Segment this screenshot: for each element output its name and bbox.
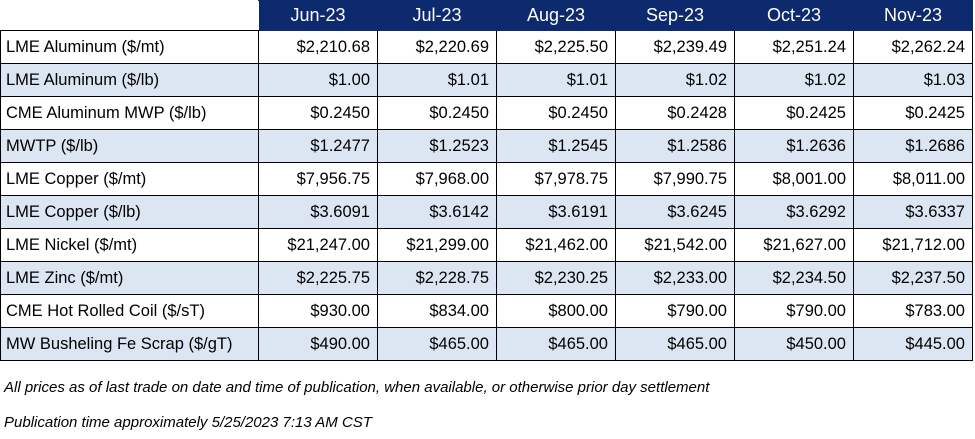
- table-row: CME Aluminum MWP ($/lb) $0.2450 $0.2450 $0.…: [0, 96, 973, 130]
- price-cell: $2,225.50: [496, 30, 616, 64]
- price-cell: $445.00: [853, 327, 973, 361]
- price-cell: $1.2523: [377, 129, 497, 163]
- price-cell: $834.00: [377, 294, 497, 328]
- price-cell: $21,247.00: [258, 228, 378, 262]
- price-cell: $7,968.00: [377, 162, 497, 196]
- price-cell: $930.00: [258, 294, 378, 328]
- column-header: Aug-23: [496, 0, 616, 31]
- price-cell: $7,990.75: [615, 162, 735, 196]
- price-cell: $21,542.00: [615, 228, 735, 262]
- row-label: LME Copper ($/mt): [0, 162, 259, 196]
- column-header: Oct-23: [734, 0, 854, 31]
- price-cell: $2,262.24: [853, 30, 973, 64]
- footnote-pricing-basis: All prices as of last trade on date and …: [4, 379, 710, 396]
- price-cell: $465.00: [496, 327, 616, 361]
- row-label: MW Busheling Fe Scrap ($/gT): [0, 327, 259, 361]
- price-cell: $7,956.75: [258, 162, 378, 196]
- price-cell: $783.00: [853, 294, 973, 328]
- price-cell: $0.2450: [377, 96, 497, 130]
- price-cell: $2,228.75: [377, 261, 497, 295]
- price-cell: $21,299.00: [377, 228, 497, 262]
- price-cell: $450.00: [734, 327, 854, 361]
- table-row: LME Copper ($/lb) $3.6091 $3.6142 $3.6191 $3…: [0, 195, 973, 229]
- table-row: MWTP ($/lb) $1.2477 $1.2523 $1.2545 $1.2586 $…: [0, 129, 973, 163]
- price-cell: $465.00: [377, 327, 497, 361]
- price-cell: $21,627.00: [734, 228, 854, 262]
- price-cell: $2,230.25: [496, 261, 616, 295]
- price-cell: $0.2450: [496, 96, 616, 130]
- column-header: Jul-23: [377, 0, 497, 31]
- price-cell: $7,978.75: [496, 162, 616, 196]
- price-cell: $3.6245: [615, 195, 735, 229]
- price-cell: $1.2636: [734, 129, 854, 163]
- price-cell: $1.01: [377, 63, 497, 97]
- price-cell: $790.00: [734, 294, 854, 328]
- header-blank-cell: [0, 0, 259, 31]
- price-cell: $1.2477: [258, 129, 378, 163]
- price-cell: $0.2425: [734, 96, 854, 130]
- price-cell: $3.6292: [734, 195, 854, 229]
- price-cell: $490.00: [258, 327, 378, 361]
- row-label: CME Hot Rolled Coil ($/sT): [0, 294, 259, 328]
- metal-prices-table: Jun-23 Jul-23 Aug-23 Sep-23 Oct-23 Nov-2…: [0, 0, 973, 361]
- price-cell: $800.00: [496, 294, 616, 328]
- price-cell: $3.6337: [853, 195, 973, 229]
- table-row: MW Busheling Fe Scrap ($/gT) $490.00 $465.…: [0, 327, 973, 361]
- table-row: CME Hot Rolled Coil ($/sT) $930.00 $834.00…: [0, 294, 973, 328]
- price-cell: $0.2428: [615, 96, 735, 130]
- row-label: LME Aluminum ($/mt): [0, 30, 259, 64]
- price-cell: $21,712.00: [853, 228, 973, 262]
- table-header-row: Jun-23 Jul-23 Aug-23 Sep-23 Oct-23 Nov-2…: [0, 0, 973, 31]
- price-cell: $21,462.00: [496, 228, 616, 262]
- column-header: Jun-23: [258, 0, 378, 31]
- price-cell: $2,239.49: [615, 30, 735, 64]
- price-cell: $3.6191: [496, 195, 616, 229]
- row-label: LME Zinc ($/mt): [0, 261, 259, 295]
- price-cell: $8,011.00: [853, 162, 973, 196]
- price-cell: $465.00: [615, 327, 735, 361]
- footnote-publication-time: Publication time approximately 5/25/2023…: [4, 414, 372, 431]
- row-label: CME Aluminum MWP ($/lb): [0, 96, 259, 130]
- price-cell: $2,225.75: [258, 261, 378, 295]
- price-cell: $2,251.24: [734, 30, 854, 64]
- column-header: Nov-23: [853, 0, 973, 31]
- table-row: LME Nickel ($/mt) $21,247.00 $21,299.00 $21…: [0, 228, 973, 262]
- price-cell: $1.02: [615, 63, 735, 97]
- price-cell: $2,210.68: [258, 30, 378, 64]
- row-label: MWTP ($/lb): [0, 129, 259, 163]
- table-row: LME Zinc ($/mt) $2,225.75 $2,228.75 $2,230.…: [0, 261, 973, 295]
- row-label: LME Aluminum ($/lb): [0, 63, 259, 97]
- table-row: LME Aluminum ($/lb) $1.00 $1.01 $1.01 $1.02 $…: [0, 63, 973, 97]
- price-cell: $0.2450: [258, 96, 378, 130]
- row-label: LME Nickel ($/mt): [0, 228, 259, 262]
- price-cell: $2,234.50: [734, 261, 854, 295]
- price-cell: $8,001.00: [734, 162, 854, 196]
- price-cell: $2,233.00: [615, 261, 735, 295]
- price-cell: $0.2425: [853, 96, 973, 130]
- price-cell: $1.2586: [615, 129, 735, 163]
- price-cell: $3.6091: [258, 195, 378, 229]
- price-cell: $3.6142: [377, 195, 497, 229]
- row-label: LME Copper ($/lb): [0, 195, 259, 229]
- price-cell: $2,220.69: [377, 30, 497, 64]
- price-cell: $1.02: [734, 63, 854, 97]
- price-cell: $1.03: [853, 63, 973, 97]
- price-cell: $1.01: [496, 63, 616, 97]
- table-row: LME Copper ($/mt) $7,956.75 $7,968.00 $7,97…: [0, 162, 973, 196]
- column-header: Sep-23: [615, 0, 735, 31]
- table-row: LME Aluminum ($/mt) $2,210.68 $2,220.69 $2,…: [0, 30, 973, 64]
- price-cell: $790.00: [615, 294, 735, 328]
- price-cell: $2,237.50: [853, 261, 973, 295]
- price-cell: $1.2686: [853, 129, 973, 163]
- price-cell: $1.00: [258, 63, 378, 97]
- price-cell: $1.2545: [496, 129, 616, 163]
